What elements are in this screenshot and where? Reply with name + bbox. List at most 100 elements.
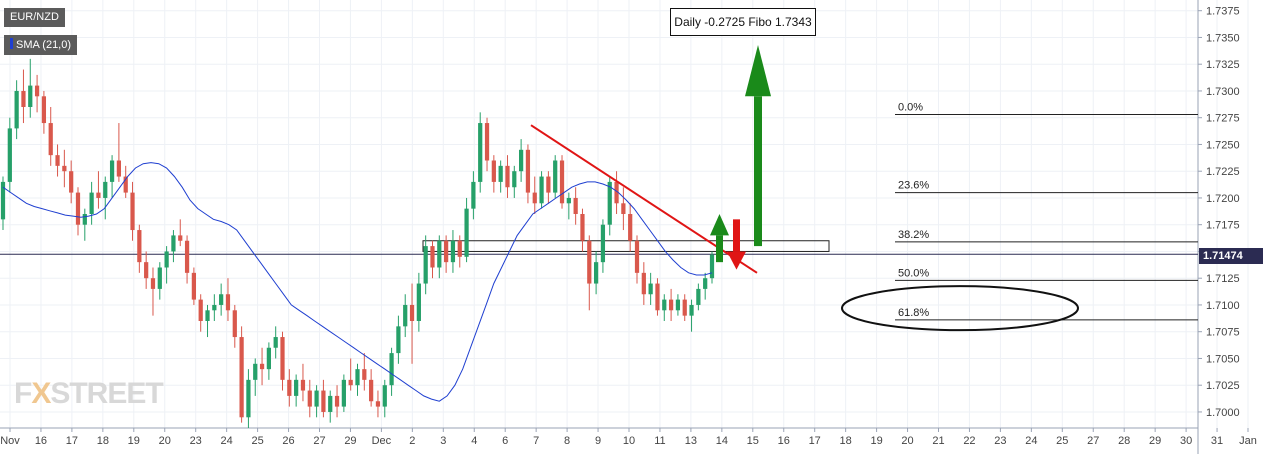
candle-body: [703, 278, 708, 289]
resistance-box: [422, 240, 830, 252]
candle-body: [498, 165, 503, 182]
candle-body: [314, 390, 319, 407]
candle-body: [184, 240, 190, 273]
candle-body: [171, 235, 176, 252]
candle-body: [328, 395, 333, 412]
candle-body: [682, 299, 687, 316]
x-tick-label: 17: [809, 435, 821, 447]
current-price-tag: 1.71474: [1199, 248, 1263, 264]
x-tick-label: Dec: [372, 435, 392, 447]
x-tick-label: 6: [502, 435, 508, 447]
y-tick-label: 1.7175: [1206, 220, 1240, 232]
candle-body: [648, 283, 653, 295]
x-tick-label: 20: [159, 435, 171, 447]
down-arrow-head: [727, 251, 746, 270]
candle-body: [253, 363, 258, 380]
y-tick-label: 1.7100: [1206, 300, 1240, 312]
x-tick-label: 14: [716, 435, 728, 447]
candle-body: [144, 262, 149, 279]
candle-body: [307, 390, 312, 407]
candle-body: [689, 304, 694, 316]
fibo-level-label: 50.0%: [898, 267, 929, 279]
candle-body: [553, 160, 558, 193]
candle-body: [246, 379, 251, 418]
candle-body: [103, 181, 108, 198]
candle-body: [634, 240, 640, 273]
x-tick-label: 29: [344, 435, 356, 447]
candle-body: [382, 385, 387, 407]
candle-body: [539, 176, 544, 204]
y-tick-label: 1.7350: [1206, 32, 1240, 44]
sma-line: [2, 162, 713, 402]
candle-body: [191, 272, 196, 300]
candle-body: [464, 208, 469, 257]
candle-body: [355, 369, 360, 386]
candle-body: [484, 123, 490, 161]
candle-body: [519, 149, 524, 172]
candle-body: [28, 85, 33, 107]
candle-body: [341, 379, 346, 407]
candle-body: [150, 278, 156, 289]
candle-body: [109, 160, 115, 182]
candle-body: [389, 353, 394, 386]
candle-body: [696, 288, 701, 305]
candle-body: [628, 214, 633, 241]
candle-body: [600, 224, 606, 263]
y-tick-label: 1.7000: [1206, 407, 1240, 419]
fxstreet-logo: FXSTREET: [14, 377, 164, 410]
x-tick-label: 19: [870, 435, 882, 447]
candle-body: [580, 214, 585, 241]
candle-body: [478, 123, 483, 182]
candle-body: [34, 85, 40, 97]
x-tick-label: 8: [564, 435, 570, 447]
fibo-level-label: 23.6%: [898, 180, 929, 192]
fibo-level-label: 0.0%: [898, 101, 923, 113]
candle-body: [505, 165, 510, 188]
candle-body: [457, 240, 462, 257]
candle-body: [655, 283, 660, 311]
candle-body: [471, 181, 476, 209]
candle-body: [709, 254, 715, 279]
small-up-arrow-head: [710, 214, 729, 236]
candle-body: [219, 294, 224, 305]
x-tick-label: 10: [623, 435, 635, 447]
candle-body: [82, 214, 87, 225]
x-tick-label: 26: [282, 435, 294, 447]
candle-body: [396, 326, 401, 354]
candle-body: [294, 379, 299, 396]
candle-body: [55, 155, 60, 166]
candle-body: [450, 240, 456, 263]
candle-body: [532, 192, 537, 204]
symbol-label: EUR/NZD: [4, 8, 65, 27]
x-tick-label: 4: [471, 435, 477, 447]
x-tick-label: 3: [440, 435, 446, 447]
fibo-level-label: 61.8%: [898, 307, 929, 319]
x-tick-label: 24: [1025, 435, 1037, 447]
candle-body: [41, 96, 47, 124]
candle-body: [14, 90, 19, 129]
y-tick-label: 1.7025: [1206, 380, 1240, 392]
candle-body: [62, 165, 67, 172]
candle-body: [409, 304, 415, 321]
x-tick-label: 25: [1056, 435, 1068, 447]
y-tick-label: 1.7050: [1206, 353, 1240, 365]
x-tick-label: 20: [901, 435, 913, 447]
x-tick-label: 30: [1180, 435, 1192, 447]
indicator-label-text: SMA (21,0): [16, 39, 72, 51]
candle-body: [280, 337, 285, 380]
candle-body: [573, 197, 578, 214]
candle-body: [212, 304, 217, 311]
x-tick-label: 9: [595, 435, 601, 447]
candle-body: [348, 379, 353, 386]
candle-body: [75, 192, 81, 225]
candle-body: [416, 283, 421, 321]
candle-body: [403, 304, 408, 327]
candle-body: [21, 90, 26, 107]
x-tick-label: Nov: [0, 435, 20, 447]
candle-body: [369, 379, 374, 402]
candle-body: [157, 267, 162, 289]
candle-body: [137, 230, 142, 263]
candle-body: [116, 160, 122, 177]
